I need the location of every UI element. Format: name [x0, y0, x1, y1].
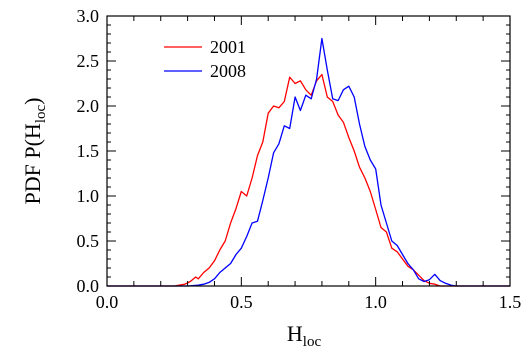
- axes-layer: 0.0 0.5 1.0 1.5 0.0 0.5 1.0 1.5 2.0 2.5 3.0: [77, 6, 522, 312]
- x-tick-label: 1.5: [499, 292, 522, 312]
- y-axis-title: PDF P(Hloc): [20, 98, 49, 205]
- y-tick-label: 1.0: [77, 186, 100, 206]
- y-axis-title-prefix: PDF P(H: [20, 123, 45, 204]
- x-tick-label: 0.5: [230, 292, 253, 312]
- y-axis-title-sub: loc: [33, 105, 49, 124]
- y-axis-title-suffix: ): [20, 98, 45, 105]
- x-axis-title-main: H: [287, 321, 303, 346]
- y-tick-label: 0.5: [77, 231, 100, 251]
- series-line-2008: [107, 37, 510, 287]
- series-layer: [107, 37, 510, 287]
- legend-label-2008: 2008: [210, 61, 246, 81]
- y-tick-label: 2.5: [77, 51, 100, 71]
- x-tick-label: 1.0: [364, 292, 387, 312]
- legend: 2001 2008: [164, 37, 246, 81]
- y-tick-label: 3.0: [77, 6, 100, 26]
- x-axis-title: Hloc: [287, 321, 322, 350]
- y-tick-label: 1.5: [77, 141, 100, 161]
- series-line-2001: [107, 73, 510, 287]
- x-axis-title-sub: loc: [303, 334, 322, 350]
- legend-label-2001: 2001: [210, 37, 246, 57]
- y-tick-label: 0.0: [77, 276, 100, 296]
- x-tick-label: 0.0: [96, 292, 119, 312]
- y-tick-label: 2.0: [77, 96, 100, 116]
- plot-frame: [106, 15, 511, 287]
